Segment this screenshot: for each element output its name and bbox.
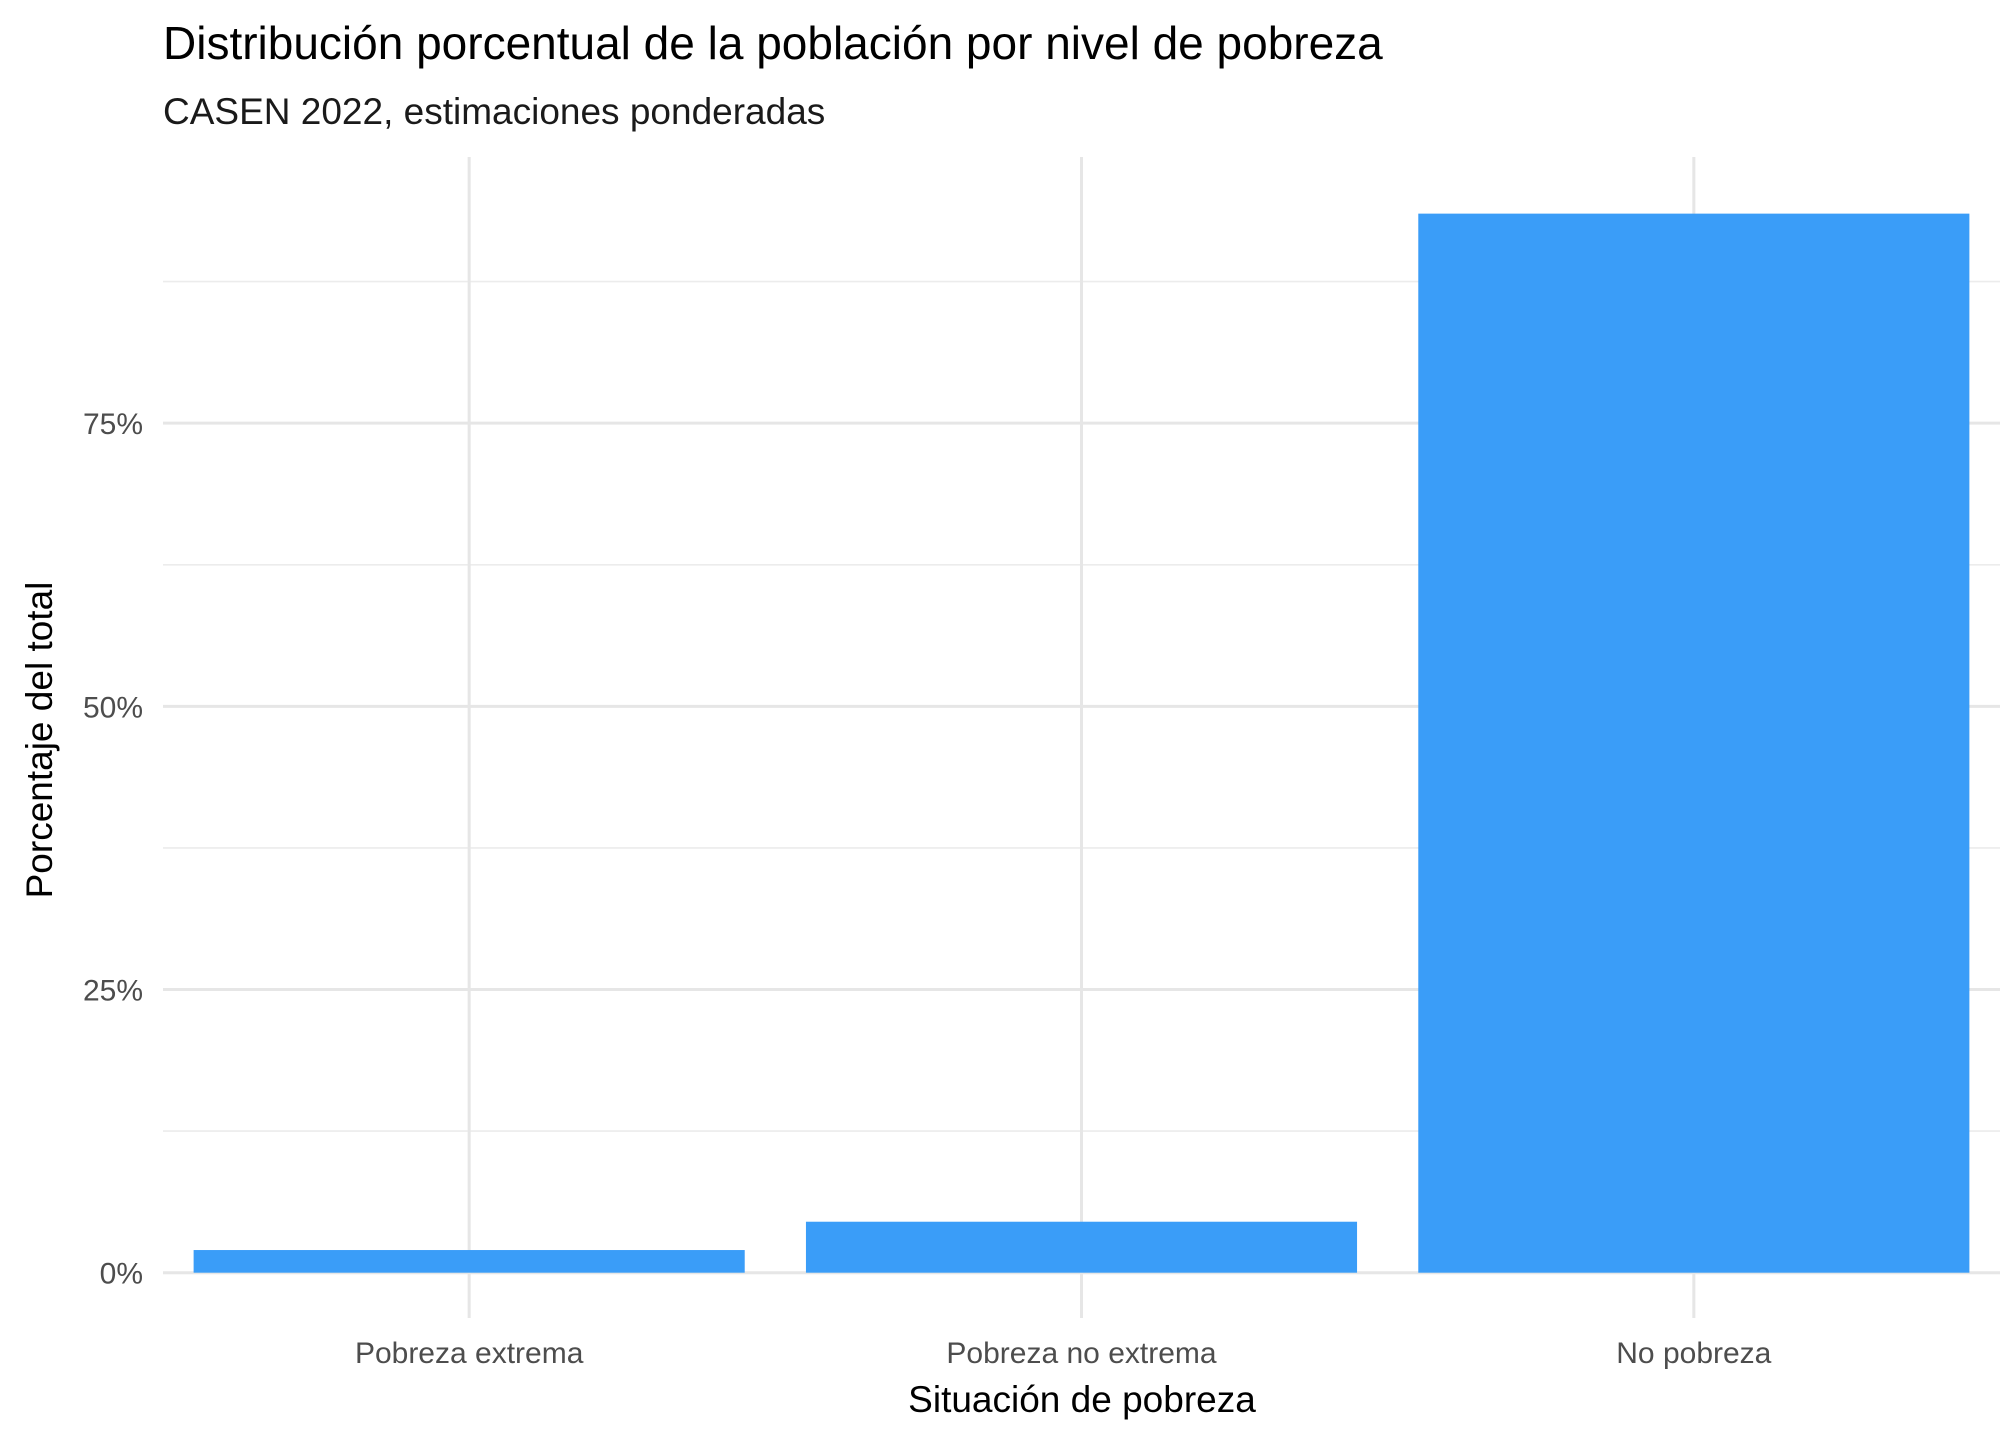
x-axis-ticks: Pobreza extrema Pobreza no extrema No pobr…: [355, 1337, 1772, 1370]
y-tick-label: 25%: [83, 975, 143, 1008]
x-tick-label: No pobreza: [1616, 1337, 1771, 1370]
bar: [805, 1221, 1358, 1273]
y-axis-ticks: 0% 25% 50% 75%: [83, 408, 143, 1291]
bar: [193, 1250, 745, 1273]
x-axis-title: Situación de pobreza: [908, 1379, 1256, 1420]
y-tick-label: 75%: [83, 408, 143, 441]
bars: [193, 213, 1970, 1273]
y-tick-label: 0%: [100, 1258, 143, 1291]
x-tick-label: Pobreza extrema: [355, 1337, 584, 1370]
chart-subtitle: CASEN 2022, estimaciones ponderadas: [163, 91, 825, 132]
y-tick-label: 50%: [83, 691, 143, 724]
chart-title: Distribución porcentual de la población …: [163, 17, 1383, 69]
y-axis-title: Porcentaje del total: [19, 582, 60, 899]
bar: [1418, 213, 1970, 1273]
x-tick-label: Pobreza no extrema: [946, 1337, 1216, 1370]
